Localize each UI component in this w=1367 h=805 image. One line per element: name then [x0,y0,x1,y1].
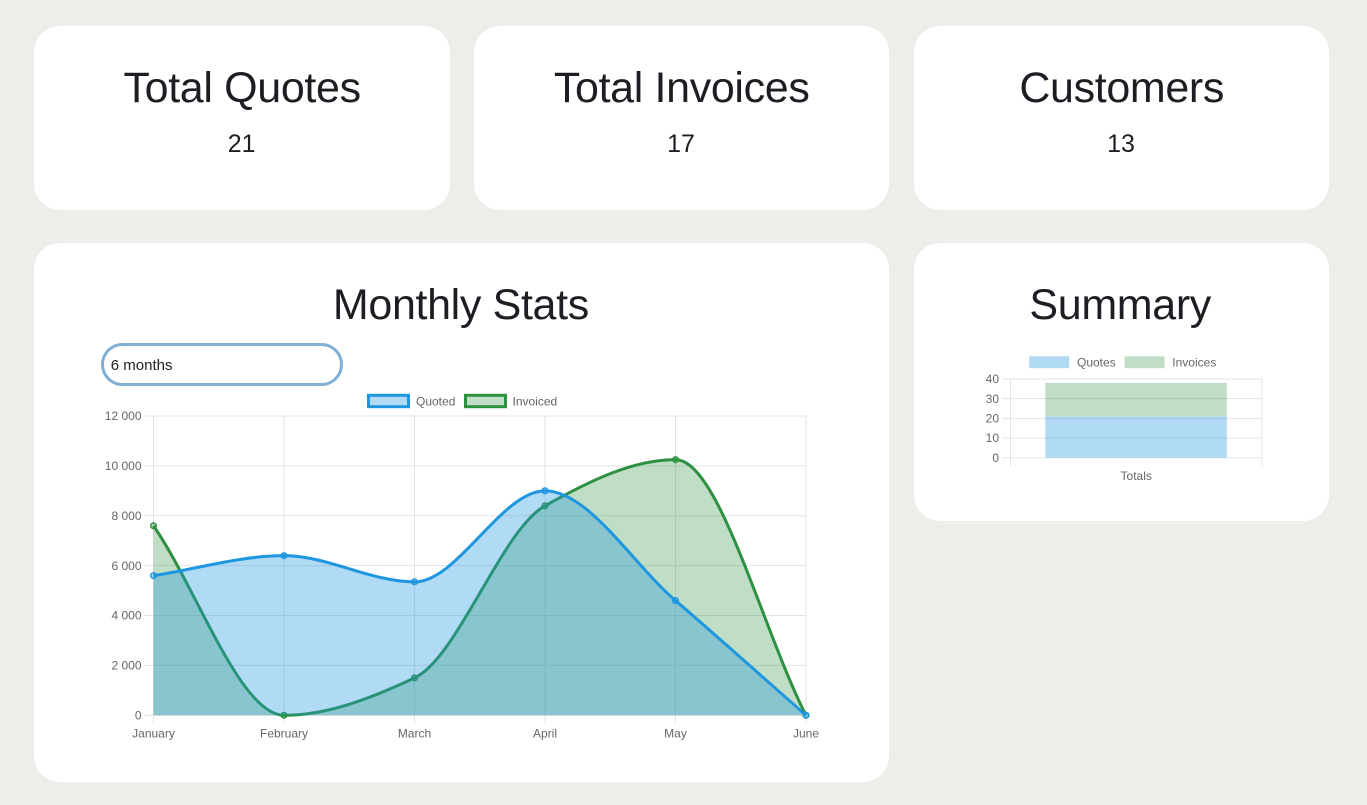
svg-text:0: 0 [135,709,142,723]
svg-text:40: 40 [986,372,1000,386]
svg-text:March: March [398,727,431,741]
svg-text:Totals: Totals [1121,469,1152,483]
svg-text:February: February [260,727,308,741]
svg-text:8 000: 8 000 [111,509,141,523]
svg-text:June: June [793,727,819,741]
svg-text:May: May [664,727,687,741]
svg-text:April: April [533,727,557,741]
svg-text:Quoted: Quoted [416,394,455,408]
svg-text:20: 20 [986,412,1000,426]
svg-text:Invoices: Invoices [1172,356,1216,370]
svg-text:12 000: 12 000 [105,409,142,423]
svg-text:January: January [132,727,175,741]
svg-text:30: 30 [986,392,1000,406]
svg-text:6 000: 6 000 [111,559,141,573]
svg-text:Quotes: Quotes [1077,356,1116,370]
svg-text:10: 10 [986,431,1000,445]
svg-text:4 000: 4 000 [111,609,141,623]
svg-text:0: 0 [992,451,999,465]
svg-text:2 000: 2 000 [111,659,141,673]
svg-text:Invoiced: Invoiced [513,394,558,408]
svg-text:10 000: 10 000 [105,459,142,473]
